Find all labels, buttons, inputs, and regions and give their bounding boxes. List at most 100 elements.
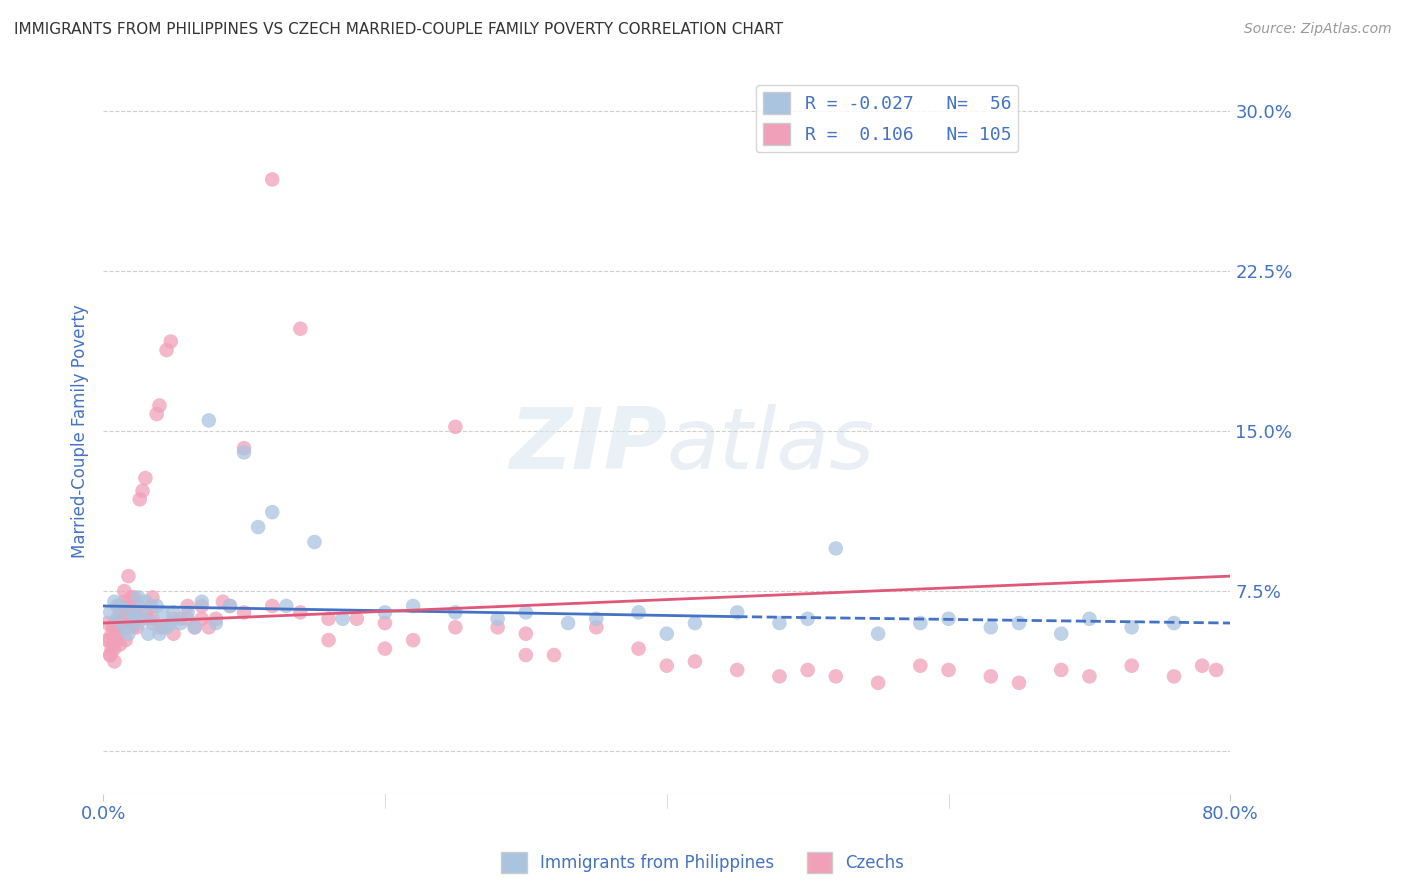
Point (374, 641, 396, 656)
Point (148, 620, 170, 634)
Point (124, 606, 146, 620)
Point (910, 658, 932, 673)
Point (486, 620, 509, 634)
Point (148, 626, 170, 640)
Point (105, 612, 128, 626)
Point (868, 626, 890, 640)
Point (796, 612, 818, 626)
Point (1121, 658, 1143, 673)
Point (444, 606, 467, 620)
Point (117, 626, 139, 640)
Point (101, 637, 124, 651)
Point (112, 612, 135, 626)
Point (108, 637, 131, 651)
Point (120, 612, 142, 626)
Point (1050, 663, 1073, 677)
Point (115, 612, 138, 626)
Point (1163, 669, 1185, 683)
Text: atlas: atlas (666, 404, 875, 487)
Point (824, 541, 846, 556)
Point (1191, 658, 1213, 673)
Point (290, 606, 312, 620)
Point (205, 615, 228, 630)
Point (155, 620, 177, 634)
Point (128, 492, 150, 507)
Point (141, 612, 163, 626)
Point (515, 648, 537, 662)
Point (103, 655, 125, 669)
Y-axis label: Married-Couple Family Poverty: Married-Couple Family Poverty (72, 304, 89, 558)
Point (980, 669, 1002, 683)
Point (219, 599, 242, 613)
Point (198, 413, 221, 427)
Point (198, 620, 221, 634)
Point (134, 471, 156, 485)
Point (1008, 615, 1031, 630)
Point (486, 612, 509, 626)
Point (104, 633, 127, 648)
Point (219, 599, 242, 613)
Point (114, 633, 136, 648)
Point (159, 334, 181, 349)
Point (262, 172, 284, 186)
Point (148, 399, 170, 413)
Point (543, 648, 565, 662)
Point (627, 641, 650, 656)
Point (162, 612, 184, 626)
Text: IMMIGRANTS FROM PHILIPPINES VS CZECH MARRIED-COUPLE FAMILY POVERTY CORRELATION C: IMMIGRANTS FROM PHILIPPINES VS CZECH MAR… (14, 22, 783, 37)
Point (145, 407, 167, 421)
Point (155, 343, 177, 357)
Point (150, 606, 173, 620)
Point (190, 612, 212, 626)
Point (105, 612, 128, 626)
Point (127, 612, 149, 626)
Point (120, 591, 142, 605)
Point (97, 633, 120, 648)
Point (139, 599, 162, 613)
Point (105, 599, 128, 613)
Point (122, 591, 145, 605)
Point (110, 599, 132, 613)
Point (402, 599, 425, 613)
Legend: Immigrants from Philippines, Czechs: Immigrants from Philippines, Czechs (495, 846, 911, 880)
Point (1078, 669, 1101, 683)
Point (725, 663, 748, 677)
Point (247, 520, 270, 534)
Point (1121, 620, 1143, 634)
Point (131, 606, 153, 620)
Point (627, 606, 650, 620)
Point (262, 505, 284, 519)
Point (104, 620, 127, 634)
Point (233, 441, 256, 455)
Point (145, 599, 167, 613)
Point (136, 626, 159, 640)
Point (585, 612, 607, 626)
Point (190, 595, 212, 609)
Point (96, 633, 118, 648)
Point (1163, 615, 1185, 630)
Point (290, 322, 312, 336)
Point (276, 599, 298, 613)
Point (233, 606, 256, 620)
Point (127, 615, 149, 630)
Text: ZIP: ZIP (509, 404, 666, 487)
Point (190, 599, 212, 613)
Text: Source: ZipAtlas.com: Source: ZipAtlas.com (1244, 22, 1392, 37)
Point (134, 595, 156, 609)
Point (262, 599, 284, 613)
Point (117, 569, 139, 583)
Point (111, 606, 134, 620)
Point (107, 620, 129, 634)
Point (98, 606, 121, 620)
Point (122, 612, 145, 626)
Point (141, 615, 163, 630)
Point (374, 615, 396, 630)
Point (131, 483, 153, 498)
Point (1050, 626, 1073, 640)
Point (108, 606, 131, 620)
Point (103, 595, 125, 609)
Point (98, 648, 121, 662)
Point (304, 535, 326, 549)
Legend: R = -0.027   N=  56, R =  0.106   N= 105: R = -0.027 N= 56, R = 0.106 N= 105 (756, 85, 1018, 153)
Point (683, 615, 706, 630)
